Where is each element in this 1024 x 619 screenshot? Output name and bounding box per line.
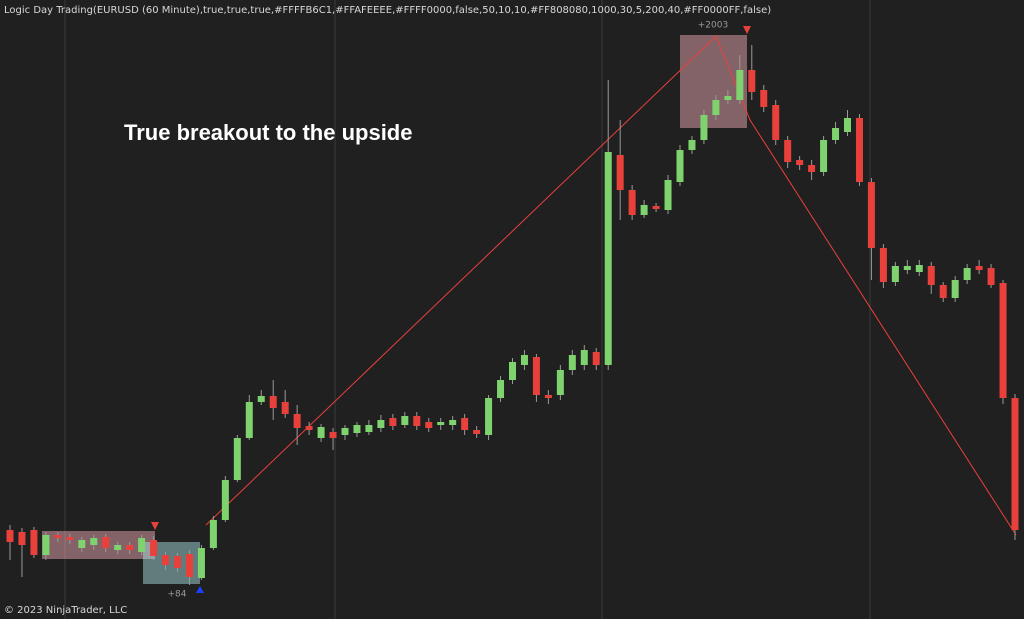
candle-body bbox=[509, 362, 516, 380]
candle-body bbox=[197, 548, 205, 578]
candle-body bbox=[951, 280, 959, 298]
candle-body bbox=[221, 480, 229, 520]
candle-body bbox=[604, 152, 612, 365]
candle-body bbox=[784, 140, 792, 162]
candle-body bbox=[66, 537, 74, 540]
candle-body bbox=[891, 266, 899, 282]
candle-body bbox=[796, 160, 804, 165]
candle-body bbox=[544, 395, 552, 398]
candle-body bbox=[42, 535, 50, 555]
candle-body bbox=[915, 265, 923, 272]
candle-body bbox=[174, 556, 181, 568]
candle-body bbox=[30, 530, 38, 555]
candle-body bbox=[389, 418, 397, 426]
candle-body bbox=[700, 115, 708, 140]
candle-body bbox=[879, 248, 887, 282]
buy-arrow bbox=[196, 586, 204, 593]
candle-body bbox=[903, 266, 911, 270]
candle-body bbox=[832, 128, 840, 140]
candle-body bbox=[413, 416, 421, 426]
candle-body bbox=[102, 537, 110, 548]
candle-body bbox=[855, 118, 863, 182]
candle-body bbox=[820, 140, 828, 172]
candle-body bbox=[341, 428, 349, 435]
candle-body bbox=[844, 118, 851, 132]
candle-body bbox=[353, 425, 361, 433]
candle-body bbox=[449, 420, 457, 425]
candle-body bbox=[1011, 398, 1019, 530]
candle-body bbox=[473, 430, 481, 434]
candle-body bbox=[616, 155, 624, 190]
candle-body bbox=[209, 520, 217, 548]
candle-body bbox=[78, 540, 86, 548]
candle-body bbox=[724, 96, 732, 100]
candle-body bbox=[437, 422, 445, 425]
candle-body bbox=[461, 418, 469, 430]
candle-body bbox=[963, 268, 971, 280]
candle-body bbox=[772, 105, 780, 140]
candle-body bbox=[317, 427, 325, 438]
candle-body bbox=[736, 70, 744, 100]
chart-title: Logic Day Trading(EURUSD (60 Minute),tru… bbox=[4, 5, 771, 16]
annotation: +84 bbox=[168, 590, 187, 600]
candle-body bbox=[126, 545, 134, 550]
candle-body bbox=[927, 266, 935, 285]
candle-body bbox=[532, 357, 540, 395]
candle-body bbox=[54, 535, 62, 538]
candle-body bbox=[114, 545, 122, 550]
candle-body bbox=[975, 266, 983, 270]
candle-body bbox=[808, 165, 816, 172]
candle-body bbox=[939, 285, 947, 298]
zigzag-line bbox=[205, 35, 1017, 536]
candle-body bbox=[138, 538, 146, 552]
candle-body bbox=[305, 426, 313, 430]
candle-body bbox=[580, 350, 588, 365]
candle-body bbox=[760, 90, 768, 107]
candles bbox=[6, 45, 1019, 585]
candle-body bbox=[162, 555, 170, 565]
vertical-grid bbox=[64, 0, 871, 619]
annotation: True breakout to the upside bbox=[124, 120, 412, 145]
candle-body bbox=[329, 432, 337, 438]
candle-body bbox=[688, 140, 696, 150]
candle-body bbox=[245, 402, 253, 438]
candle-body bbox=[748, 70, 756, 92]
candle-body bbox=[592, 352, 600, 365]
candle-body bbox=[257, 396, 265, 402]
candle-body bbox=[987, 268, 995, 285]
candle-body bbox=[999, 283, 1007, 398]
candle-body bbox=[640, 205, 648, 215]
candle-body bbox=[497, 380, 505, 398]
footer: © 2023 NinjaTrader, LLC bbox=[4, 605, 127, 616]
candle-body bbox=[150, 540, 158, 556]
sell-arrow bbox=[151, 522, 159, 530]
candle-body bbox=[867, 182, 875, 248]
sell-arrow bbox=[743, 26, 751, 34]
candle-body bbox=[568, 355, 576, 370]
candle-body bbox=[281, 402, 289, 414]
candle-body bbox=[185, 554, 193, 577]
candle-body bbox=[664, 180, 672, 210]
candle-body bbox=[90, 538, 98, 545]
candle-body bbox=[6, 530, 14, 542]
candle-body bbox=[401, 416, 409, 425]
candle-body bbox=[18, 532, 26, 545]
candle-body bbox=[485, 398, 493, 435]
candle-body bbox=[652, 206, 660, 209]
candle-body bbox=[365, 425, 373, 432]
candle-body bbox=[676, 150, 684, 182]
candle-body bbox=[628, 190, 636, 215]
annotation: +2003 bbox=[698, 21, 728, 31]
candle-body bbox=[233, 438, 241, 480]
candle-body bbox=[556, 370, 564, 395]
candle-body bbox=[425, 422, 433, 428]
candle-body bbox=[377, 420, 385, 428]
candle-body bbox=[520, 355, 528, 365]
candle-body bbox=[712, 100, 720, 115]
candle-body bbox=[269, 396, 277, 408]
candle-body bbox=[293, 414, 301, 428]
